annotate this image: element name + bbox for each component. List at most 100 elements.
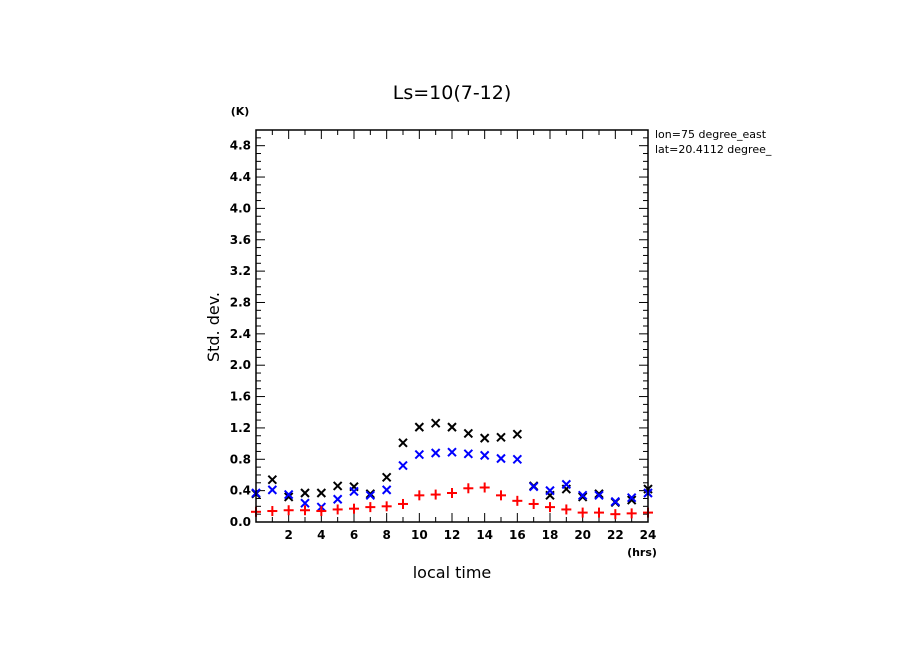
- marker-stroke: [463, 428, 474, 439]
- marker-stroke: [365, 489, 376, 499]
- data-point-red: [561, 504, 572, 515]
- data-point-red: [365, 502, 376, 513]
- data-point-blue: [528, 482, 539, 492]
- x-tick-label: 2: [284, 528, 292, 542]
- chart-title: Ls=10(7-12): [393, 82, 512, 104]
- y-tick-label: 0.0: [230, 515, 251, 529]
- x-tick-label: 24: [640, 528, 657, 542]
- data-point-blue: [463, 449, 474, 459]
- data-point-blue: [283, 489, 294, 500]
- marker-stroke: [626, 492, 637, 503]
- data-point-blue: [267, 485, 278, 495]
- x-tick-label: 4: [317, 528, 325, 542]
- data-point-red: [283, 505, 294, 516]
- marker-stroke: [561, 479, 572, 490]
- axis-ticks: [256, 130, 648, 522]
- data-point-black: [447, 422, 457, 432]
- data-point-red: [626, 508, 637, 519]
- data-point-black: [626, 495, 637, 505]
- marker-stroke: [463, 449, 474, 459]
- data-point-black: [381, 472, 392, 483]
- data-point-red: [545, 502, 555, 513]
- y-tick-label: 2.0: [230, 358, 251, 372]
- marker-stroke: [479, 433, 490, 443]
- marker-stroke: [381, 485, 392, 495]
- y-tick-label: 4.0: [230, 201, 251, 215]
- data-point-black: [283, 492, 294, 502]
- marker-stroke: [594, 490, 604, 501]
- y-tick-label: 0.4: [230, 484, 251, 498]
- marker-stroke: [283, 492, 294, 502]
- x-tick-label: 8: [382, 528, 390, 542]
- data-point-blue: [496, 453, 506, 464]
- x-tick-label: 22: [607, 528, 624, 542]
- y-tick-label: 4.8: [230, 139, 251, 153]
- marker-stroke: [430, 448, 441, 458]
- data-point-red: [528, 498, 539, 509]
- marker-stroke: [267, 485, 278, 495]
- y-tick-label: 3.2: [230, 264, 251, 278]
- data-point-black: [365, 489, 376, 499]
- data-point-red: [300, 505, 310, 516]
- y-tick-labels: 0.0 0.4 0.8 1.2 1.6 2.0 2.4 2.8 3.2 3.6 4.0 4.4 4.8: [230, 139, 251, 529]
- data-point-black: [577, 492, 588, 502]
- data-point-black: [463, 428, 474, 439]
- data-point-black: [300, 488, 310, 498]
- x-tick-label: 18: [542, 528, 559, 542]
- data-point-red: [577, 507, 588, 518]
- marker-stroke: [447, 447, 457, 457]
- marker-stroke: [496, 453, 506, 464]
- data-point-red: [332, 504, 343, 515]
- data-point-red: [349, 503, 359, 514]
- marker-stroke: [414, 422, 425, 432]
- marker-stroke: [267, 474, 278, 485]
- x-tick-label: 12: [444, 528, 461, 542]
- data-point-red: [479, 482, 490, 493]
- data-point-blue: [577, 490, 588, 501]
- lat-info: lat=20.4112 degree_: [655, 143, 772, 156]
- data-point-blue: [610, 496, 621, 507]
- marker-stroke: [430, 418, 441, 428]
- marker-stroke: [300, 488, 310, 498]
- marker-stroke: [381, 472, 392, 483]
- x-tick-label: 20: [574, 528, 591, 542]
- data-point-black: [316, 488, 327, 498]
- data-point-red: [512, 495, 523, 506]
- data-point-red: [594, 507, 604, 518]
- y-tick-label: 1.6: [230, 390, 251, 404]
- x-tick-label: 16: [509, 528, 526, 542]
- data-point-blue: [414, 449, 425, 460]
- data-point-blue: [447, 447, 457, 457]
- x-tick-label: 14: [476, 528, 493, 542]
- data-point-blue: [398, 460, 408, 471]
- data-point-blue: [626, 492, 637, 503]
- data-markers: [251, 418, 653, 520]
- marker-stroke: [365, 490, 376, 501]
- data-point-red: [610, 509, 621, 520]
- marker-stroke: [479, 450, 490, 461]
- data-point-red: [447, 487, 457, 498]
- y-axis-label: Std. dev.: [204, 292, 223, 362]
- x-tick-labels: 2 4 6 8 10 12 14 16 18 20 22 24: [284, 528, 656, 542]
- data-point-black: [479, 433, 490, 443]
- marker-stroke: [316, 488, 327, 498]
- data-point-black: [414, 422, 425, 432]
- marker-stroke: [447, 422, 457, 432]
- marker-stroke: [332, 494, 343, 504]
- lon-info: lon=75 degree_east: [655, 128, 767, 141]
- plot-frame: [255, 129, 649, 523]
- x-tick-label: 6: [350, 528, 358, 542]
- data-point-black: [267, 474, 278, 485]
- data-point-blue: [381, 485, 392, 495]
- marker-stroke: [283, 489, 294, 500]
- data-point-black: [398, 438, 408, 448]
- data-point-black: [430, 418, 441, 428]
- data-point-black: [512, 429, 523, 439]
- data-point-blue: [561, 479, 572, 490]
- x-axis-label: local time: [413, 563, 492, 582]
- data-point-blue: [300, 498, 310, 508]
- marker-stroke: [577, 490, 588, 501]
- y-tick-label: 1.2: [230, 421, 251, 435]
